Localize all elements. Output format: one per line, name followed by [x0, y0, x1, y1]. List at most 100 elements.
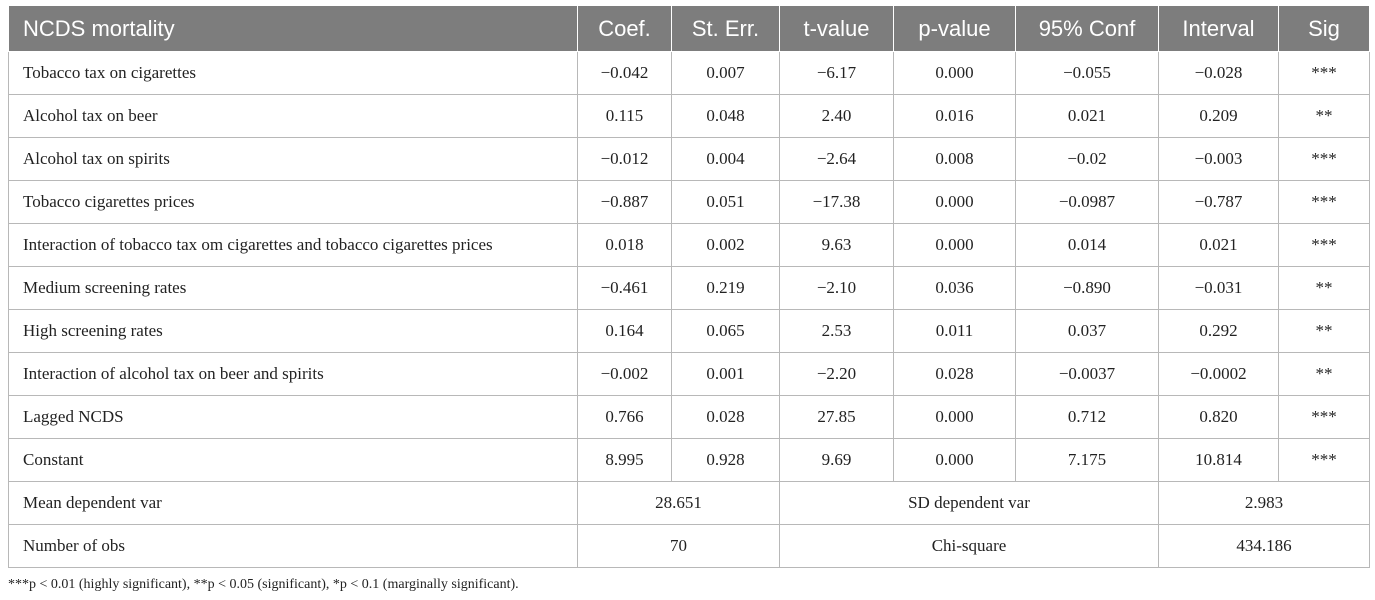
summary-cell: 28.651	[577, 481, 780, 525]
results-table: NCDS mortality Coef. St. Err. t-value p-valu…	[8, 5, 1370, 568]
table-row: Medium screening rates −0.461 0.219 −2.10 0.…	[8, 266, 1370, 310]
row-label: Tobacco tax on cigarettes	[8, 51, 578, 95]
cell: 0.209	[1158, 94, 1279, 138]
cell: 0.219	[671, 266, 780, 310]
cell: −0.028	[1158, 51, 1279, 95]
cell: −0.031	[1158, 266, 1279, 310]
row-label: High screening rates	[8, 309, 578, 353]
cell: 0.000	[893, 438, 1016, 482]
cell: −6.17	[779, 51, 894, 95]
cell: −0.0037	[1015, 352, 1159, 396]
cell: ***	[1278, 438, 1370, 482]
cell: 0.766	[577, 395, 672, 439]
cell: **	[1278, 309, 1370, 353]
table-row: Tobacco cigarettes prices −0.887 0.051 −17.…	[8, 180, 1370, 224]
cell: 0.008	[893, 137, 1016, 181]
cell: 0.021	[1015, 94, 1159, 138]
cell: 10.814	[1158, 438, 1279, 482]
cell: ***	[1278, 51, 1370, 95]
row-label: Constant	[8, 438, 578, 482]
cell: 9.69	[779, 438, 894, 482]
table-row: Alcohol tax on beer 0.115 0.048 2.40 0.016 0.…	[8, 94, 1370, 138]
cell: −0.055	[1015, 51, 1159, 95]
table-row: Interaction of alcohol tax on beer and s…	[8, 352, 1370, 396]
cell: ***	[1278, 395, 1370, 439]
summary-cell: SD dependent var	[779, 481, 1159, 525]
cell: 0.065	[671, 309, 780, 353]
header-row: NCDS mortality Coef. St. Err. t-value p-valu…	[8, 5, 1370, 52]
row-label: Medium screening rates	[8, 266, 578, 310]
row-label: Interaction of tobacco tax om cigarettes…	[8, 223, 578, 267]
column-header: NCDS mortality	[8, 5, 578, 52]
row-label: Alcohol tax on beer	[8, 94, 578, 138]
cell: **	[1278, 352, 1370, 396]
column-header: St. Err.	[671, 5, 780, 52]
table-row: Tobacco tax on cigarettes −0.042 0.007 −6.1…	[8, 51, 1370, 95]
cell: ***	[1278, 180, 1370, 224]
summary-cell: 2.983	[1158, 481, 1370, 525]
cell: 0.000	[893, 223, 1016, 267]
row-label: Lagged NCDS	[8, 395, 578, 439]
cell: 0.002	[671, 223, 780, 267]
column-header: 95% Conf	[1015, 5, 1159, 52]
cell: 0.000	[893, 180, 1016, 224]
cell: −0.002	[577, 352, 672, 396]
cell: **	[1278, 266, 1370, 310]
cell: 0.048	[671, 94, 780, 138]
cell: 0.004	[671, 137, 780, 181]
cell: −2.10	[779, 266, 894, 310]
summary-row: Number of obs 70 Chi-square 434.186	[8, 524, 1370, 568]
cell: 2.40	[779, 94, 894, 138]
cell: 2.53	[779, 309, 894, 353]
cell: −0.003	[1158, 137, 1279, 181]
summary-cell: 434.186	[1158, 524, 1370, 568]
cell: 27.85	[779, 395, 894, 439]
cell: −0.02	[1015, 137, 1159, 181]
footnote: ***p < 0.01 (highly significant), **p < …	[8, 577, 519, 592]
cell: −0.887	[577, 180, 672, 224]
summary-row: Mean dependent var 28.651 SD dependent var…	[8, 481, 1370, 525]
table-row: Interaction of tobacco tax om cigarettes…	[8, 223, 1370, 267]
row-label: Tobacco cigarettes prices	[8, 180, 578, 224]
cell: −0.787	[1158, 180, 1279, 224]
row-label: Alcohol tax on spirits	[8, 137, 578, 181]
cell: 0.712	[1015, 395, 1159, 439]
cell: 0.007	[671, 51, 780, 95]
cell: 0.014	[1015, 223, 1159, 267]
cell: −0.0002	[1158, 352, 1279, 396]
cell: 9.63	[779, 223, 894, 267]
cell: 8.995	[577, 438, 672, 482]
column-header: Interval	[1158, 5, 1279, 52]
cell: −0.012	[577, 137, 672, 181]
cell: 0.000	[893, 395, 1016, 439]
row-label: Interaction of alcohol tax on beer and s…	[8, 352, 578, 396]
cell: −0.461	[577, 266, 672, 310]
cell: −2.20	[779, 352, 894, 396]
row-label: Number of obs	[8, 524, 578, 568]
cell: **	[1278, 94, 1370, 138]
cell: 0.011	[893, 309, 1016, 353]
cell: 0.016	[893, 94, 1016, 138]
summary-cell: 70	[577, 524, 780, 568]
cell: 0.115	[577, 94, 672, 138]
cell: 0.028	[671, 395, 780, 439]
row-label: Mean dependent var	[8, 481, 578, 525]
cell: 7.175	[1015, 438, 1159, 482]
column-header: p-value	[893, 5, 1016, 52]
cell: 0.028	[893, 352, 1016, 396]
cell: 0.037	[1015, 309, 1159, 353]
table-row: Lagged NCDS 0.766 0.028 27.85 0.000 0.712 0.82…	[8, 395, 1370, 439]
table-row: High screening rates 0.164 0.065 2.53 0.011 0…	[8, 309, 1370, 353]
cell: 0.000	[893, 51, 1016, 95]
cell: ***	[1278, 223, 1370, 267]
cell: 0.164	[577, 309, 672, 353]
column-header: t-value	[779, 5, 894, 52]
cell: 0.928	[671, 438, 780, 482]
cell: ***	[1278, 137, 1370, 181]
cell: −2.64	[779, 137, 894, 181]
summary-cell: Chi-square	[779, 524, 1159, 568]
column-header: Coef.	[577, 5, 672, 52]
table-row: Constant 8.995 0.928 9.69 0.000 7.175 10.814 **…	[8, 438, 1370, 482]
cell: 0.820	[1158, 395, 1279, 439]
